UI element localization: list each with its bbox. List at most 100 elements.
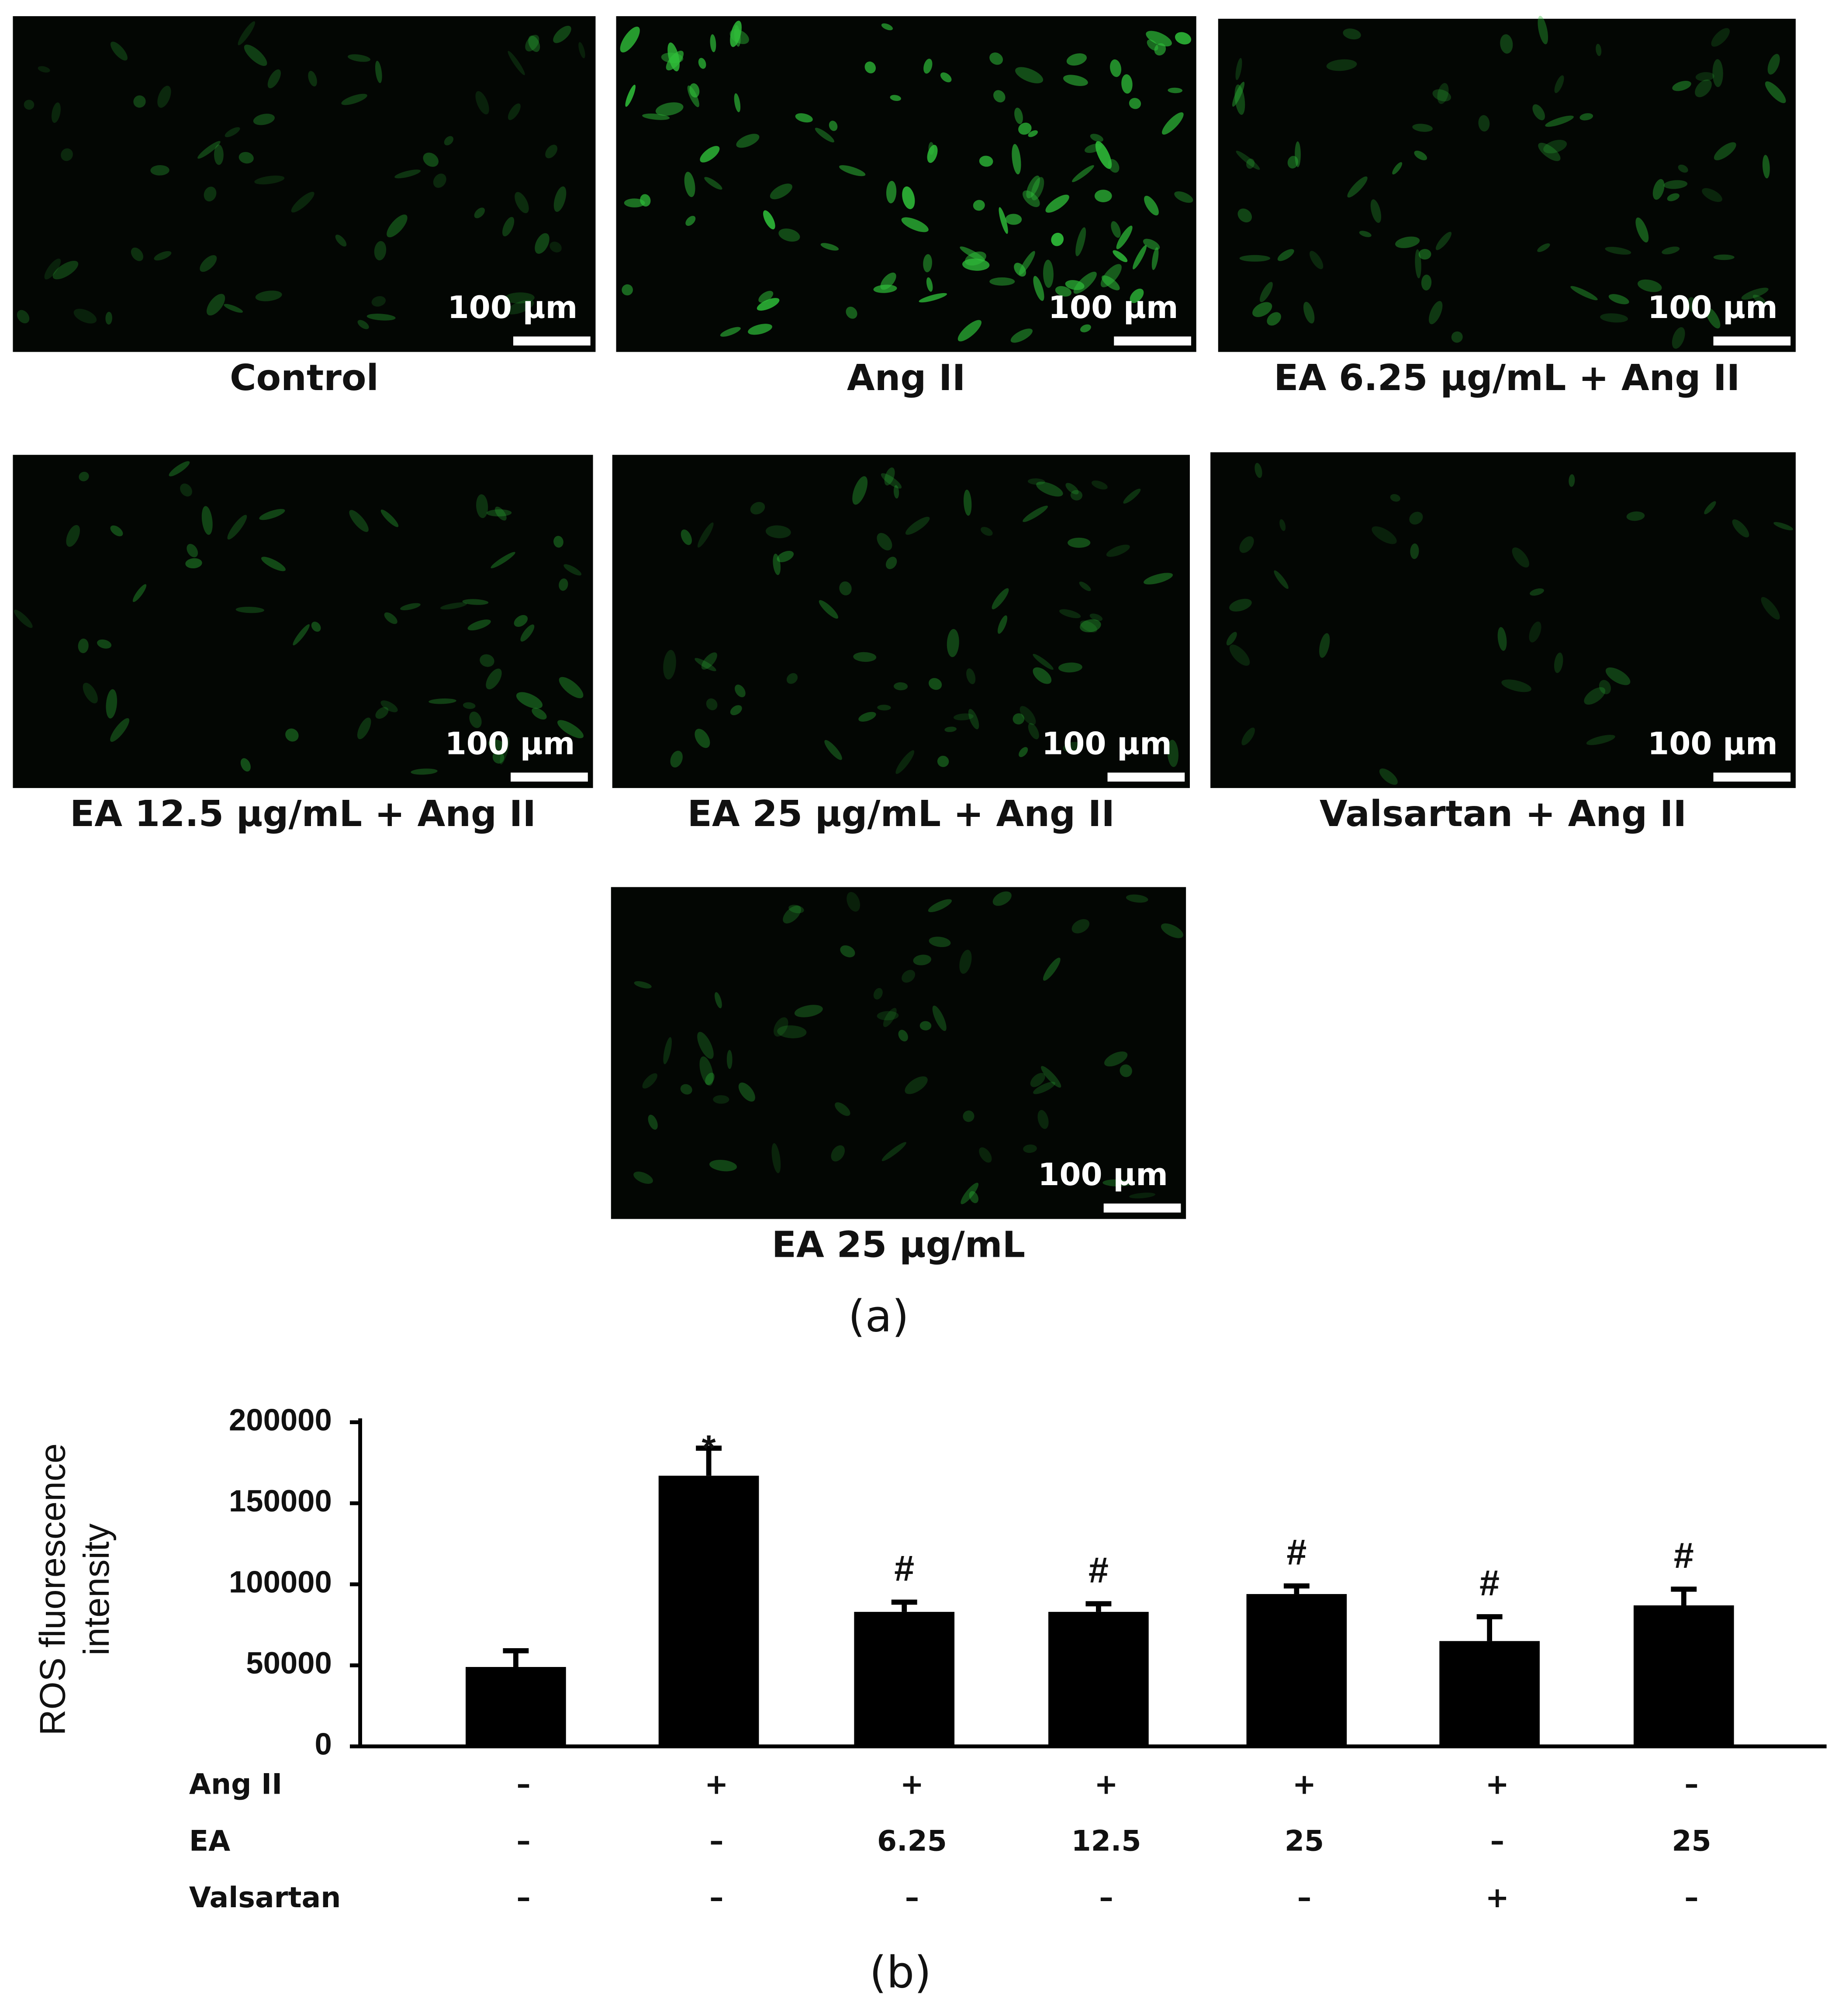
cell	[1101, 275, 1120, 290]
cell	[204, 187, 217, 202]
cell	[902, 970, 916, 983]
cell	[1014, 107, 1023, 124]
cell	[734, 93, 741, 112]
cell	[1133, 245, 1147, 270]
cell	[559, 578, 568, 591]
cell	[475, 91, 489, 114]
cell	[44, 258, 61, 280]
condition-value: –	[516, 1881, 530, 1914]
cell	[1058, 662, 1082, 673]
cell	[357, 717, 371, 740]
cell	[14, 609, 33, 628]
cell	[720, 327, 741, 337]
cell	[1168, 87, 1183, 93]
cell	[38, 66, 50, 73]
cell	[1129, 1193, 1155, 1199]
cell	[777, 550, 794, 562]
cell	[1252, 302, 1272, 317]
cell	[1761, 597, 1780, 620]
cell	[705, 1072, 715, 1085]
scale-label: 100 µm	[1038, 1156, 1168, 1193]
cell	[877, 1011, 899, 1020]
cell	[778, 228, 800, 242]
cell	[1108, 159, 1120, 173]
cell	[1532, 104, 1545, 121]
cell	[308, 71, 317, 86]
cell	[670, 750, 683, 768]
cell	[384, 612, 397, 624]
cell	[514, 615, 528, 627]
cell	[999, 207, 1008, 234]
cell	[17, 310, 30, 324]
cell	[1146, 31, 1172, 47]
cell	[463, 702, 476, 709]
cell	[528, 35, 540, 52]
cell	[729, 29, 749, 44]
cell	[1102, 1179, 1132, 1187]
cell	[506, 300, 534, 315]
cell	[940, 72, 952, 83]
cell	[979, 1147, 992, 1163]
cell	[1287, 156, 1299, 169]
cell	[1537, 243, 1550, 252]
cell	[492, 751, 505, 764]
scale-bar	[1107, 772, 1185, 782]
cell	[699, 1056, 714, 1086]
cell	[61, 148, 73, 161]
cell	[348, 54, 370, 62]
cell	[1033, 1082, 1056, 1094]
cell	[1130, 288, 1144, 303]
cell	[1274, 570, 1289, 589]
cell	[1241, 727, 1255, 746]
cell	[462, 599, 489, 605]
cell	[771, 1143, 781, 1173]
scale-label: 100 µm	[1042, 725, 1172, 761]
cell	[1063, 742, 1082, 752]
cell	[1767, 54, 1780, 75]
cell	[240, 758, 251, 772]
cell	[549, 242, 562, 252]
cell	[106, 689, 118, 719]
cell	[685, 216, 696, 226]
cell	[1538, 142, 1561, 161]
cell	[624, 198, 645, 207]
condition-value: –	[516, 1768, 530, 1801]
cell	[846, 307, 857, 319]
cell	[1451, 331, 1463, 343]
cell	[1712, 59, 1723, 87]
cell	[227, 515, 247, 540]
cell	[1390, 494, 1400, 502]
cell	[840, 945, 855, 958]
y-axis-label: ROS fluorescence intensity	[32, 1443, 116, 1736]
cell	[1584, 687, 1606, 705]
cell	[1037, 1110, 1049, 1129]
cell	[1085, 143, 1102, 153]
cell	[1554, 652, 1563, 673]
cell	[881, 1142, 906, 1161]
cell	[713, 1095, 729, 1104]
cell	[1635, 217, 1649, 242]
cell	[777, 1025, 807, 1038]
cell	[1605, 247, 1631, 255]
cell	[633, 1172, 653, 1184]
cell	[1343, 28, 1361, 40]
cell	[1672, 327, 1685, 349]
cell	[795, 113, 813, 123]
cell	[1260, 282, 1273, 302]
cell	[1596, 44, 1602, 56]
cell	[750, 502, 765, 515]
condition-value: –	[709, 1881, 723, 1914]
panel-label: Ang II	[847, 357, 966, 399]
cell	[1773, 522, 1794, 530]
cell	[758, 290, 774, 303]
cell	[1123, 488, 1141, 504]
cell	[1023, 1145, 1037, 1153]
cell	[961, 1183, 979, 1204]
cell	[839, 165, 866, 176]
cell	[622, 284, 633, 296]
y-tick-label: 0	[314, 1727, 332, 1761]
cell	[235, 606, 264, 613]
cell	[1026, 175, 1040, 199]
bar	[658, 1476, 759, 1746]
cell	[1667, 193, 1680, 201]
